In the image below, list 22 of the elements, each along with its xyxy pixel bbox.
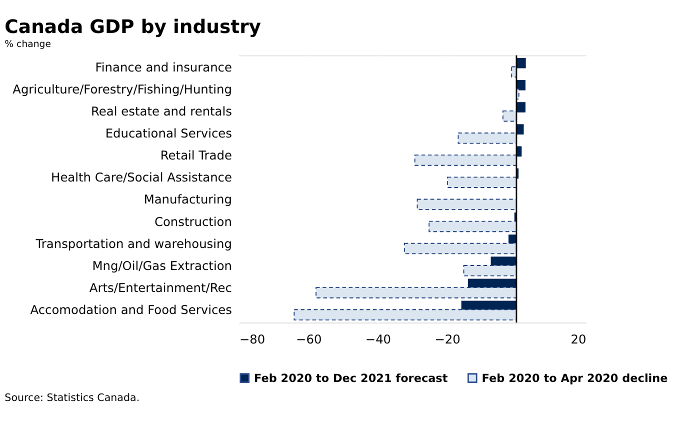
x-tick-label: 20	[570, 332, 586, 347]
y-tick-label: Real estate and rentals	[91, 104, 232, 118]
x-tick-label: −40	[365, 332, 392, 347]
y-tick-label: Accomodation and Food Services	[30, 303, 232, 318]
text: % change	[4, 39, 52, 50]
y-tick-label: Finance and insurance	[95, 60, 232, 74]
y-tick-label: Manufacturing	[144, 192, 232, 207]
x-tick-label: −20	[434, 332, 460, 347]
y-tick-label: Transportation and warehousing	[34, 236, 232, 251]
y-tick-label: Arts/Entertainment/Rec	[89, 281, 232, 296]
x-tick-label: −80	[239, 332, 266, 347]
y-tick-label: Retail Trade	[160, 148, 232, 163]
chart-title: Canada GDP by industry	[4, 17, 262, 38]
source-note: Source: Statistics Canada.	[4, 392, 140, 404]
y-tick-label: Mng/Oil/Gas Extraction	[92, 258, 232, 273]
legend-label: Feb 2020 to Dec 2021 forecast	[254, 372, 448, 385]
y-tick-label: Agriculture/Forestry/Fishing/Hunting	[12, 82, 232, 96]
y-tick-label: Educational Services	[105, 126, 232, 140]
y-tick-label: Health Care/Social Assistance	[51, 170, 232, 185]
x-tick-label: −60	[296, 332, 322, 347]
y-tick-label: Construction	[154, 214, 232, 229]
legend-label: Feb 2020 to Apr 2020 decline	[482, 372, 668, 385]
